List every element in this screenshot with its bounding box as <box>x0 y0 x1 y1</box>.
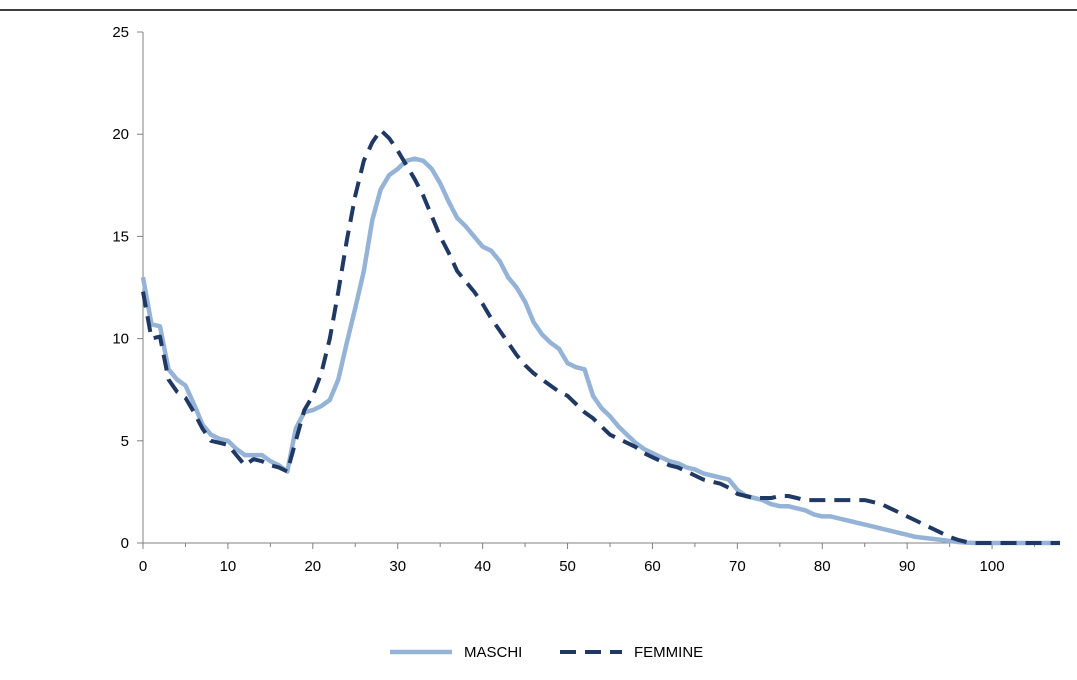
x-tick-label: 50 <box>559 558 576 575</box>
y-tick-label: 15 <box>112 228 129 245</box>
x-tick-label: 40 <box>474 558 491 575</box>
y-tick-label: 10 <box>112 331 129 348</box>
axes: 0 5 10 15 20 25 0 10 20 30 40 50 60 70 80 90 100 <box>112 24 1060 575</box>
legend-label-femmine: FEMMINE <box>634 644 703 661</box>
series-line-femmine <box>141 128 1060 545</box>
x-tick-label: 0 <box>139 558 147 575</box>
x-tick-label: 70 <box>729 558 746 575</box>
series-layer <box>140 128 1060 546</box>
y-tick-label: 20 <box>112 126 129 143</box>
legend-label-maschi: MASCHI <box>464 644 522 661</box>
x-tick-label: 20 <box>304 558 321 575</box>
x-tick-label: 80 <box>814 558 831 575</box>
legend: MASCHI FEMMINE <box>390 644 703 661</box>
series-line-maschi <box>140 156 1060 546</box>
x-tick-label: 100 <box>980 558 1005 575</box>
x-tick-label: 30 <box>389 558 406 575</box>
y-tick-label: 0 <box>121 535 129 552</box>
y-tick-label: 5 <box>121 433 129 450</box>
x-tick-label: 10 <box>220 558 237 575</box>
x-tick-label: 90 <box>899 558 916 575</box>
y-tick-label: 25 <box>112 24 129 41</box>
x-tick-label: 60 <box>644 558 661 575</box>
